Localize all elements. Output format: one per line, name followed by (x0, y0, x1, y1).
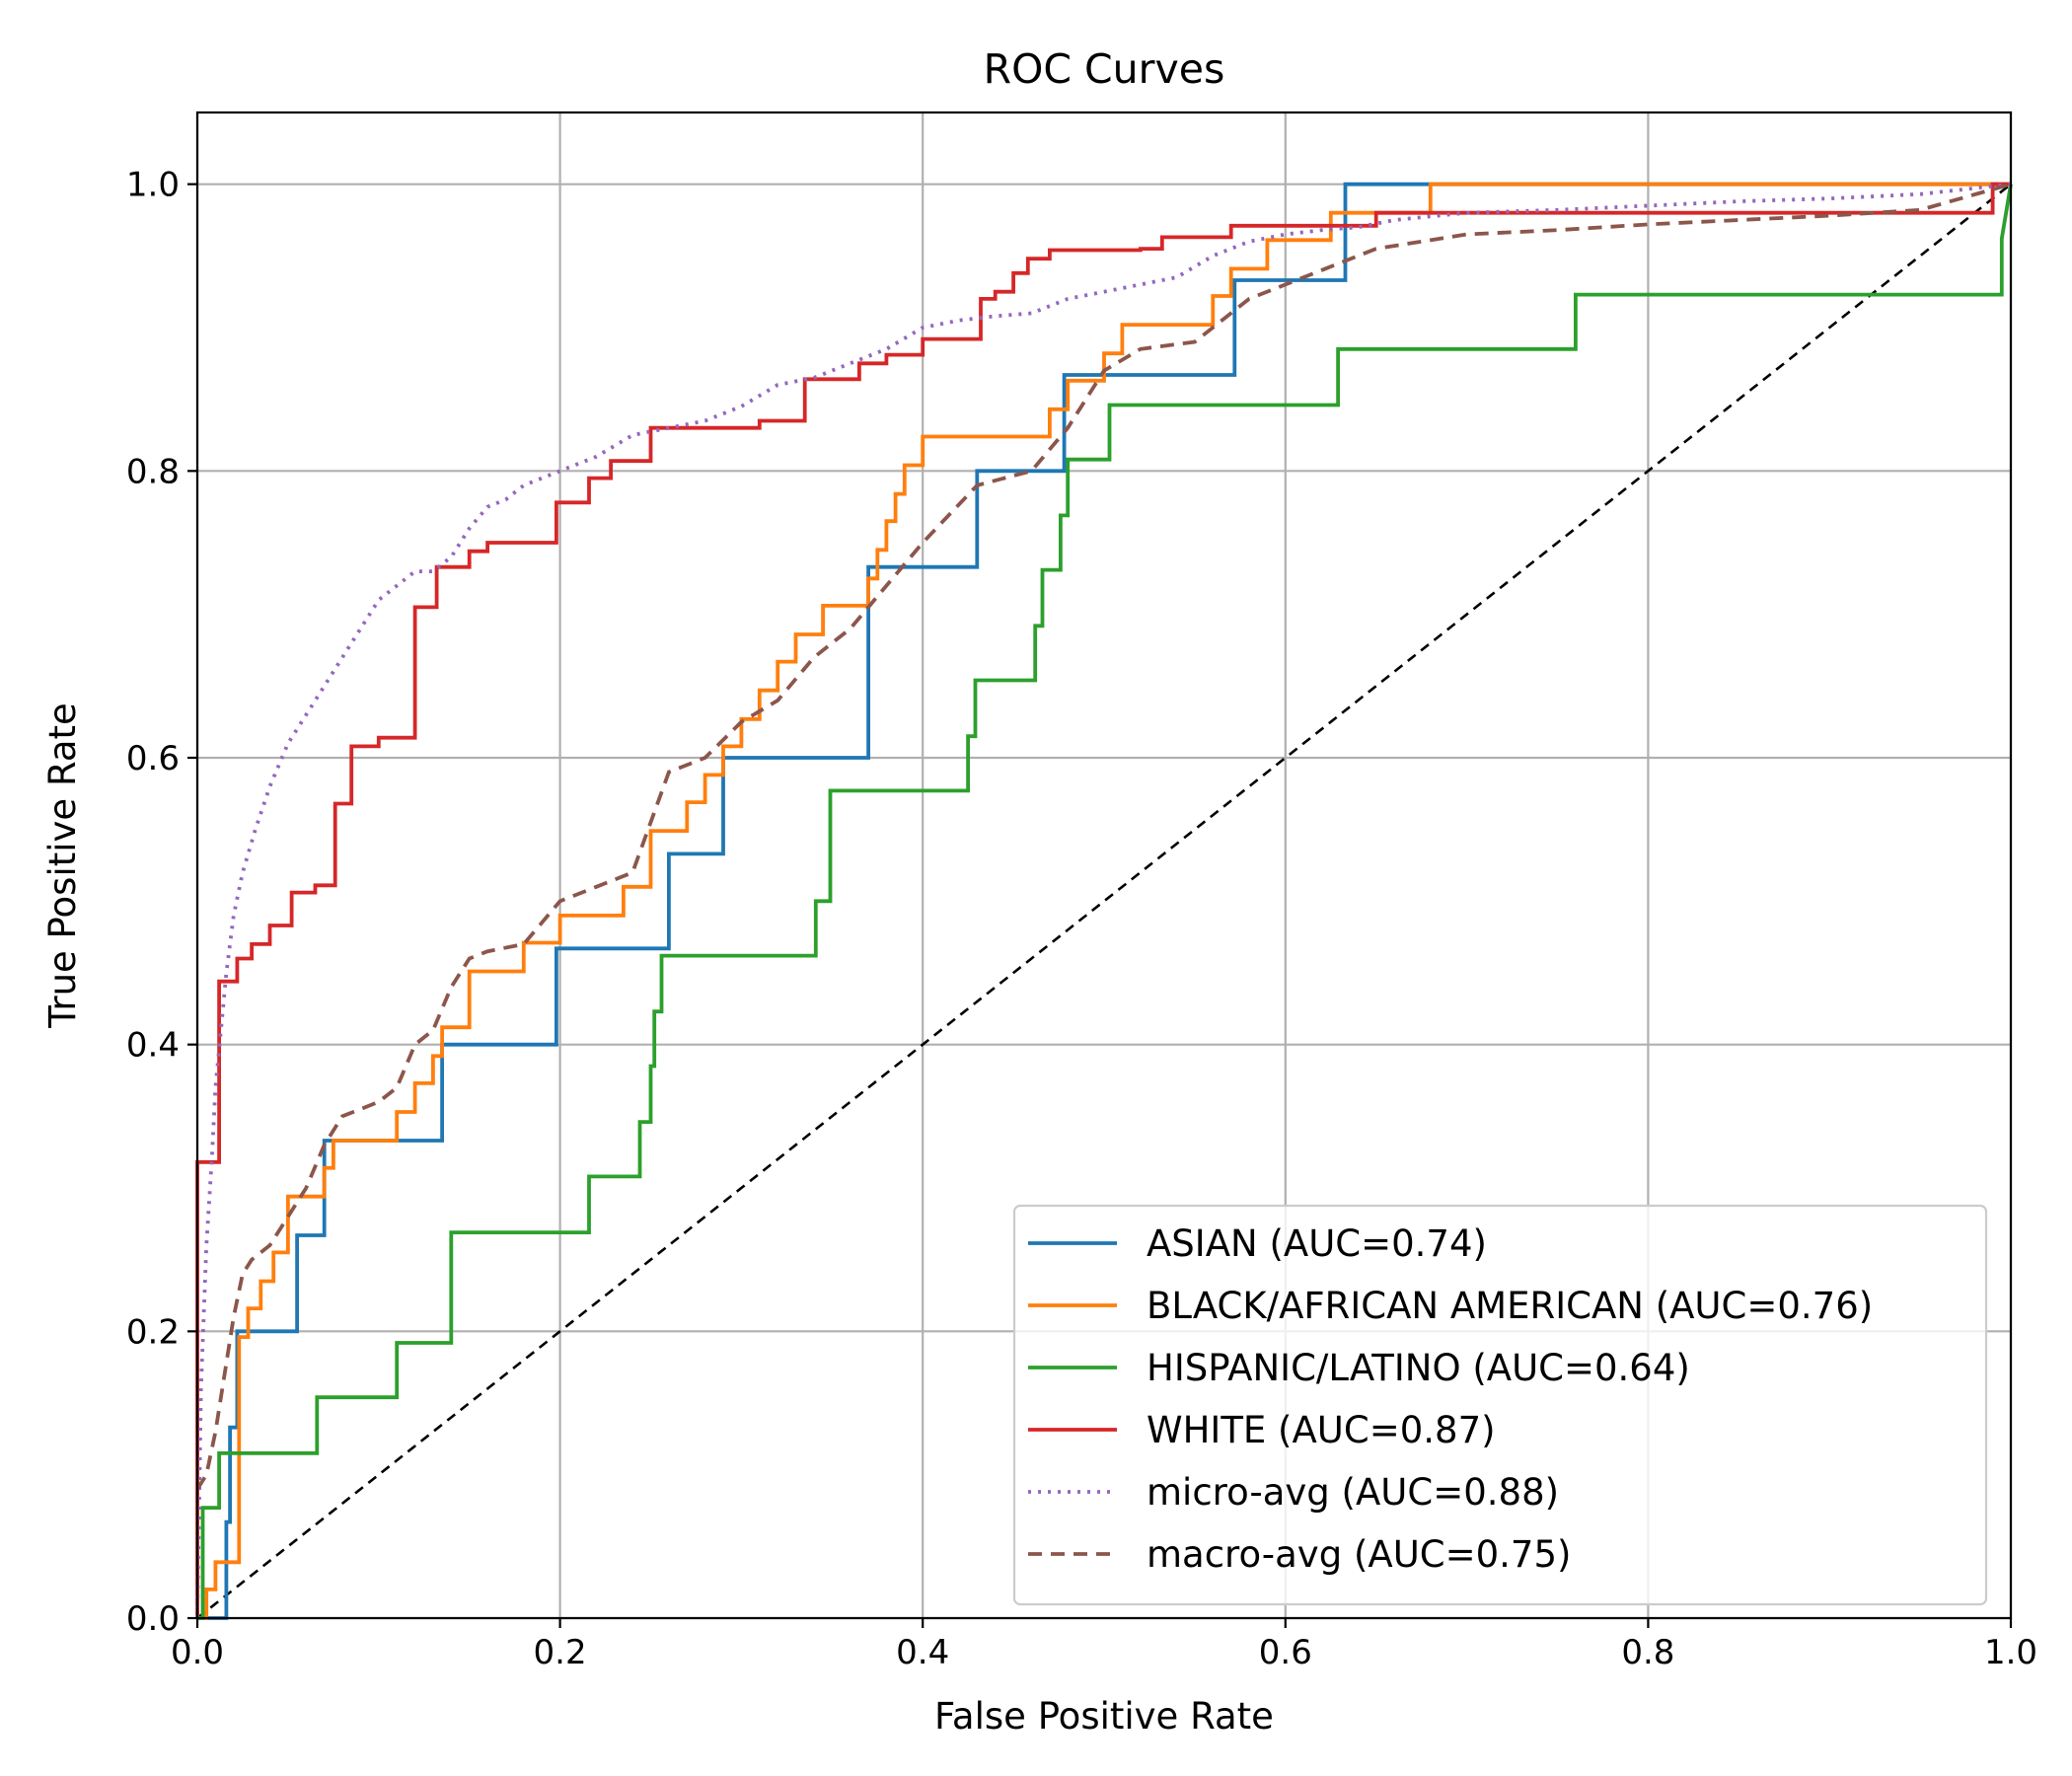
legend-entry-2: HISPANIC/LATINO (AUC=0.64) (1147, 1347, 1690, 1389)
x-tick-label: 0.4 (896, 1633, 949, 1672)
x-tick-label: 1.0 (1984, 1633, 2037, 1672)
legend-box (1012, 1204, 1988, 1606)
y-axis-label: True Positive Rate (41, 703, 84, 1029)
legend: ASIAN (AUC=0.74) BLACK/AFRICAN AMERICAN (… (1012, 1204, 1988, 1606)
y-tick-label: 0.4 (126, 1026, 180, 1066)
axis-ticks: 0.0 0.2 0.4 0.6 0.8 1.0 0.0 0.2 0.4 0.6 0.8 1.0 (126, 166, 2037, 1672)
y-tick-label: 0.8 (126, 452, 180, 491)
x-tick-label: 0.0 (171, 1633, 224, 1672)
y-tick-label: 0.6 (126, 739, 180, 778)
legend-entry-4: micro-avg (AUC=0.88) (1147, 1471, 1559, 1514)
y-tick-label: 0.0 (126, 1599, 180, 1639)
roc-series-line-2 (197, 184, 2013, 1620)
legend-entry-3: WHITE (AUC=0.87) (1147, 1409, 1496, 1451)
x-tick-label: 0.2 (534, 1633, 587, 1672)
roc-series-line-5 (195, 182, 2012, 1491)
legend-entry-5: macro-avg (AUC=0.75) (1147, 1533, 1571, 1576)
roc-series-line-0 (197, 182, 2011, 1620)
chart-title: ROC Curves (984, 45, 1225, 93)
legend-entry-1: BLACK/AFRICAN AMERICAN (AUC=0.76) (1147, 1285, 1873, 1327)
roc-series-line-3 (195, 182, 2011, 1618)
roc-series-line-1 (197, 182, 2011, 1620)
y-tick-label: 0.2 (126, 1312, 180, 1352)
series-layer (195, 182, 2013, 1620)
legend-entry-0: ASIAN (AUC=0.74) (1147, 1222, 1487, 1265)
x-axis-label: False Positive Rate (934, 1695, 1274, 1738)
plot-area-frame (195, 111, 2013, 1620)
y-tick-label: 1.0 (126, 166, 180, 205)
x-tick-label: 0.6 (1259, 1633, 1312, 1672)
x-tick-label: 0.8 (1621, 1633, 1674, 1672)
